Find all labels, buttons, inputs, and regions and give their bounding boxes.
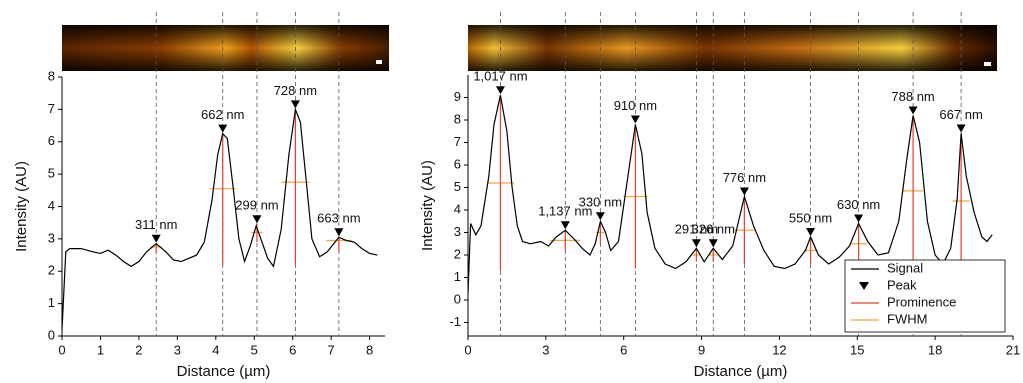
peak-label: 326 nm: [692, 222, 735, 237]
y-tick-label: 3: [454, 224, 461, 239]
peak-marker: [334, 228, 343, 236]
x-tick-label: 7: [328, 342, 335, 357]
y-tick-label: 2: [454, 246, 461, 261]
legend-label: FWHM: [887, 311, 927, 326]
x-tick-label: 0: [58, 342, 65, 357]
peak-marker: [709, 239, 718, 247]
peak-label: 662 nm: [201, 107, 244, 122]
x-tick-label: 12: [772, 342, 786, 357]
y-tick-label: 1: [454, 269, 461, 284]
y-tick-label: 4: [48, 198, 55, 213]
x-tick-label: 0: [464, 342, 471, 357]
x-tick-label: 6: [289, 342, 296, 357]
y-tick-label: 9: [454, 89, 461, 104]
x-tick-label: 4: [212, 342, 219, 357]
x-tick-label: 3: [542, 342, 549, 357]
peak-marker: [252, 215, 261, 223]
peak-marker: [561, 221, 570, 229]
x-tick-label: 3: [174, 342, 181, 357]
peak-label: 630 nm: [837, 197, 880, 212]
page: 012345678012345678Distance (µm)Intensity…: [0, 0, 1023, 383]
peak-label: 1,017 nm: [473, 69, 527, 84]
peak-marker: [152, 235, 161, 243]
x-axis-label: Distance (µm): [177, 363, 271, 380]
peak-label: 910 nm: [614, 98, 657, 113]
peak-label: 299 nm: [235, 198, 278, 213]
y-tick-label: 0: [454, 291, 461, 306]
y-tick-label: 2: [48, 263, 55, 278]
legend-label: Signal: [887, 260, 923, 275]
peak-marker: [631, 116, 640, 124]
x-tick-label: 8: [366, 342, 373, 357]
y-tick-label: 4: [454, 201, 461, 216]
y-tick-label: 7: [48, 101, 55, 116]
peak-marker: [496, 86, 505, 94]
figure: 012345678012345678Distance (µm)Intensity…: [0, 0, 1023, 383]
x-tick-label: 5: [251, 342, 258, 357]
y-axis-label: Intensity (AU): [419, 160, 436, 251]
peak-label: 663 nm: [317, 211, 360, 226]
peak-label: 311 nm: [135, 217, 177, 232]
peak-marker: [291, 100, 300, 108]
y-tick-label: -1: [449, 314, 461, 329]
peak-label: 728 nm: [274, 83, 317, 98]
x-tick-label: 1: [97, 342, 104, 357]
peak-marker: [218, 125, 227, 133]
legend-label: Peak: [887, 277, 917, 292]
x-tick-label: 6: [620, 342, 627, 357]
peak-label: 776 nm: [723, 170, 766, 185]
micrograph-left: [62, 25, 389, 71]
x-tick-label: 9: [698, 342, 705, 357]
y-tick-label: 8: [48, 68, 55, 83]
peak-label: 330 nm: [579, 195, 622, 210]
y-tick-label: 6: [454, 156, 461, 171]
x-axis-label: Distance (µm): [694, 363, 788, 380]
peak-marker: [692, 239, 701, 247]
peak-marker: [957, 125, 966, 133]
micrograph-right: [468, 25, 997, 71]
peak-marker: [854, 215, 863, 223]
peak-marker: [740, 188, 749, 196]
y-tick-label: 6: [48, 133, 55, 148]
x-tick-label: 18: [928, 342, 942, 357]
peak-marker: [806, 228, 815, 236]
y-tick-label: 0: [48, 327, 55, 342]
peak-label: 550 nm: [789, 210, 832, 225]
x-tick-label: 21: [1006, 342, 1020, 357]
y-tick-label: 5: [48, 166, 55, 181]
y-tick-label: 1: [48, 295, 55, 310]
legend-label: Prominence: [887, 294, 956, 309]
y-tick-label: 7: [454, 134, 461, 149]
peak-label: 667 nm: [939, 107, 982, 122]
x-tick-label: 2: [135, 342, 142, 357]
y-axis-label: Intensity (AU): [13, 161, 30, 252]
peak-label: 788 nm: [891, 89, 934, 104]
y-tick-label: 8: [454, 111, 461, 126]
peak-marker: [909, 107, 918, 115]
y-tick-label: 3: [48, 230, 55, 245]
peak-marker: [596, 212, 605, 220]
x-tick-label: 15: [850, 342, 864, 357]
y-tick-label: 5: [454, 179, 461, 194]
